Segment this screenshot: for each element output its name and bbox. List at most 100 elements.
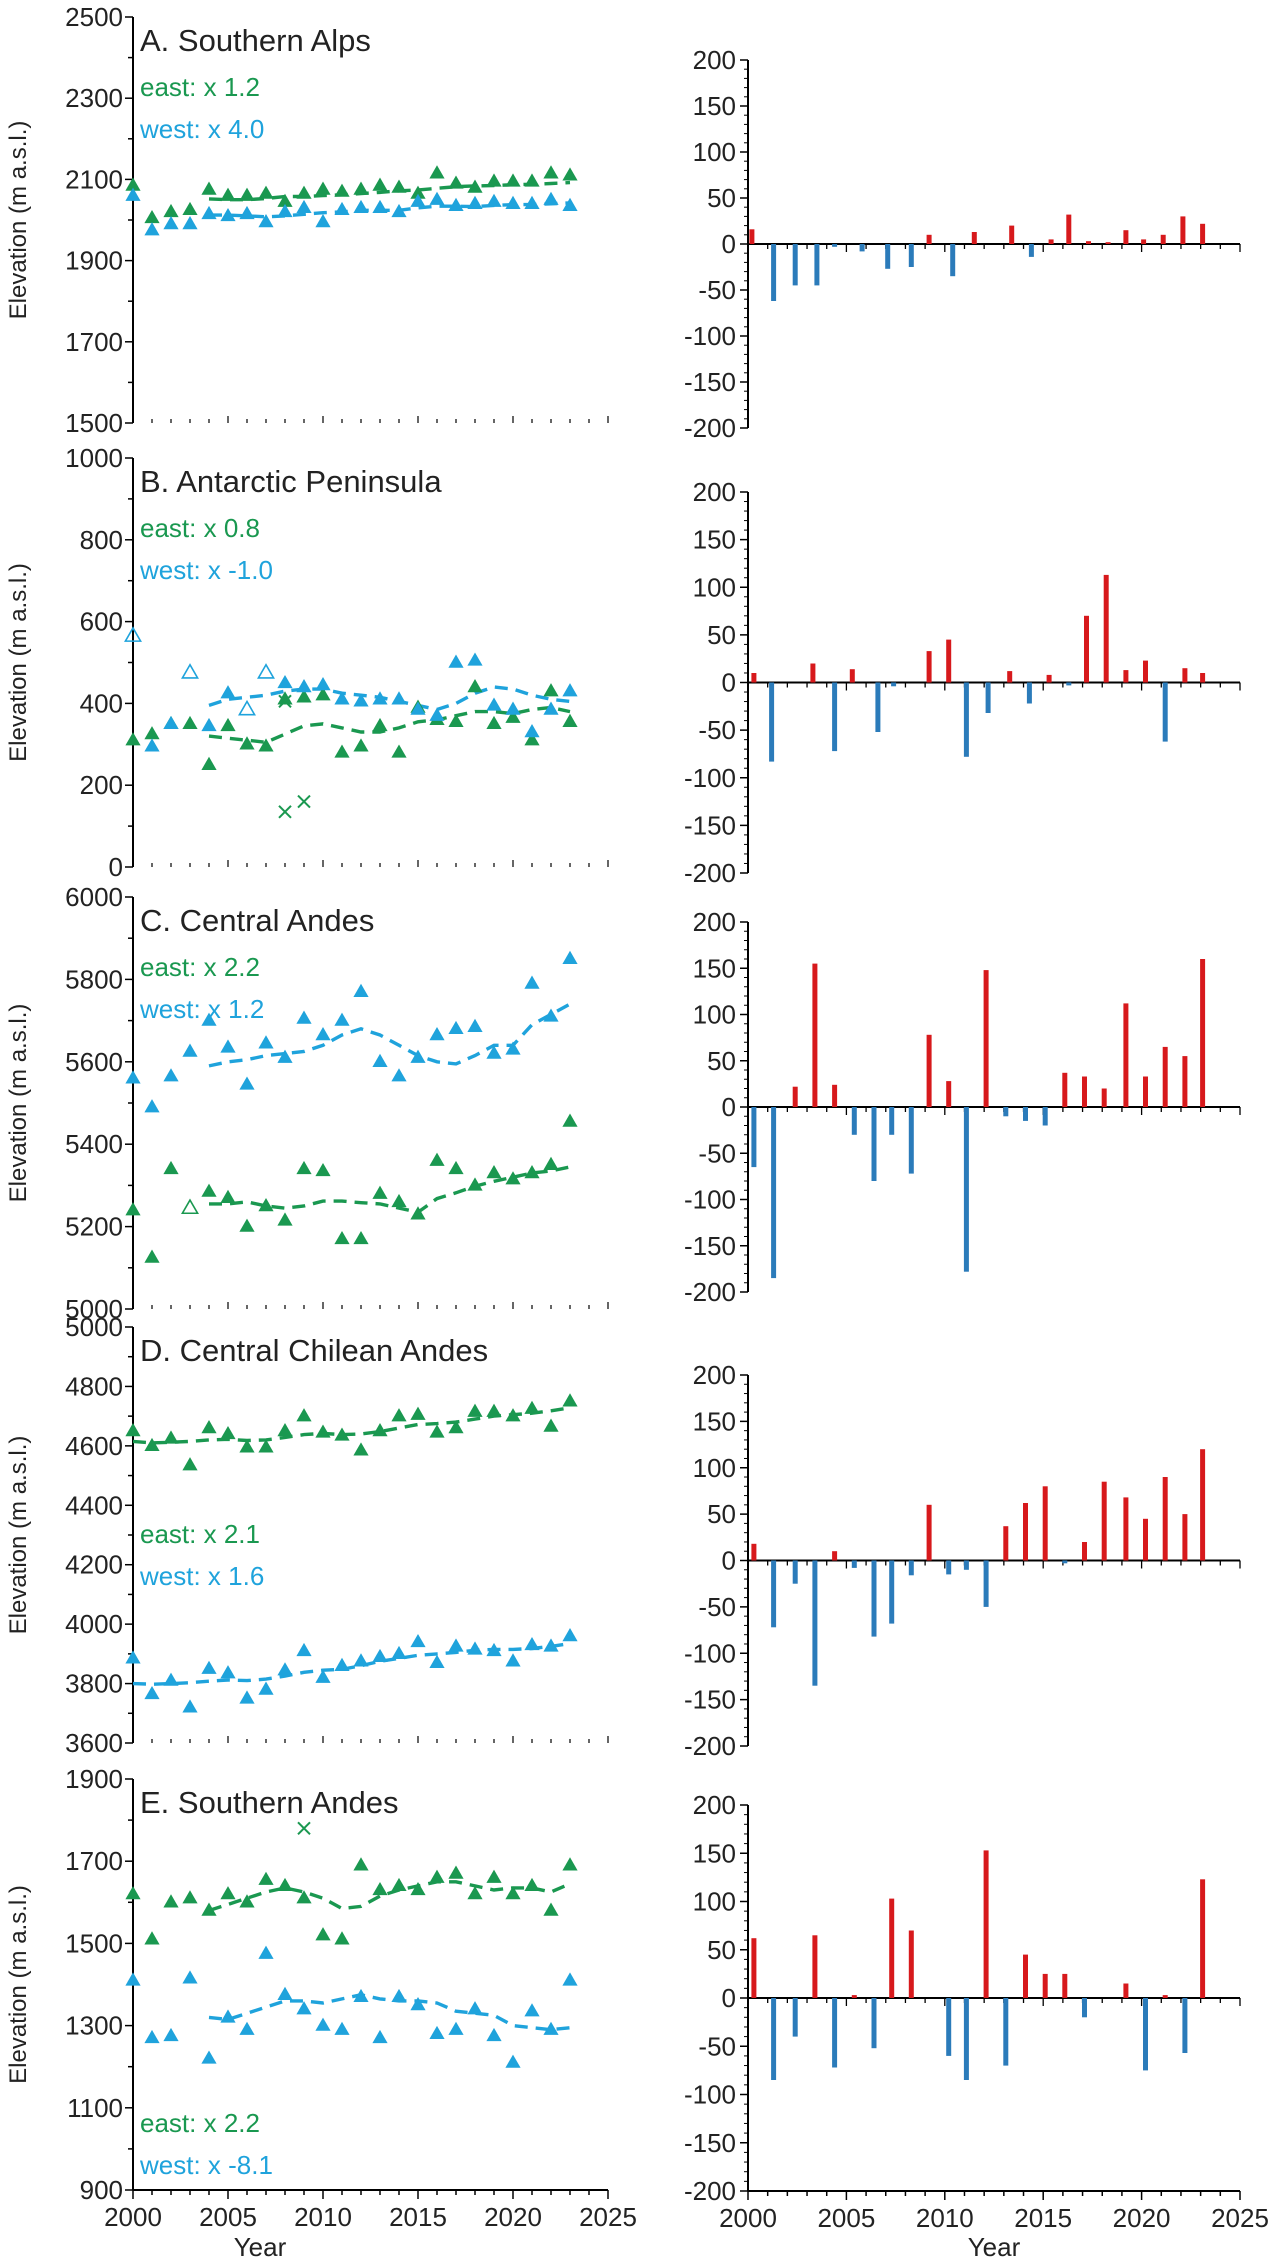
negative-bar xyxy=(963,1998,969,2080)
west-marker xyxy=(372,1648,388,1663)
east-marker xyxy=(315,1927,331,1941)
positive-bar xyxy=(1141,239,1147,244)
east-marker xyxy=(125,1886,141,1900)
west-marker xyxy=(163,216,179,230)
y-tick-label: 1000 xyxy=(65,443,123,473)
east-marker xyxy=(201,1902,217,1916)
east-marker xyxy=(239,736,255,750)
y-tick-label: -200 xyxy=(684,413,736,443)
west-marker xyxy=(353,693,369,707)
west-open-marker xyxy=(257,663,275,679)
west-marker xyxy=(467,1018,483,1032)
west-marker xyxy=(296,199,312,214)
west-marker xyxy=(429,707,445,721)
y-tick-label: 200 xyxy=(693,477,736,507)
y-tick-label: -200 xyxy=(684,1277,736,1307)
east-marker xyxy=(201,1183,217,1197)
east-marker xyxy=(315,687,331,701)
east-marker xyxy=(163,1160,179,1175)
y-tick-label: 4600 xyxy=(65,1431,123,1461)
east-marker xyxy=(524,1877,540,1892)
y-tick-label: 3800 xyxy=(65,1669,123,1699)
east-excluded-marker xyxy=(278,805,292,819)
y-tick-label: 900 xyxy=(80,2175,123,2205)
west-marker xyxy=(486,1045,502,1059)
west-open-marker xyxy=(238,699,256,716)
west-marker xyxy=(562,1972,578,1986)
west-trend-line xyxy=(208,1002,571,1068)
west-marker xyxy=(201,1660,217,1674)
west-marker xyxy=(505,1653,521,1667)
west-marker xyxy=(125,1070,141,1084)
legend-entry-west: west: x 1.2 xyxy=(139,994,264,1024)
y-tick-label: 1900 xyxy=(65,1764,123,1794)
west-marker xyxy=(505,1041,521,1055)
east-marker xyxy=(296,1408,312,1422)
y-tick-label: 5600 xyxy=(65,1047,123,1077)
west-marker xyxy=(315,1027,331,1041)
west-marker xyxy=(448,1638,464,1652)
east-marker xyxy=(448,175,464,189)
east-marker xyxy=(334,183,350,197)
west-marker xyxy=(239,1076,255,1090)
west-marker xyxy=(144,1099,160,1113)
west-marker xyxy=(220,2009,236,2023)
negative-bar xyxy=(908,1107,914,1174)
west-marker xyxy=(391,1645,407,1660)
west-marker xyxy=(144,2029,160,2044)
east-marker xyxy=(562,1113,578,1127)
west-marker xyxy=(334,691,350,705)
negative-bar xyxy=(1143,1998,1148,2071)
y-tick-label: 0 xyxy=(722,668,736,698)
legend-entry-east: east: x 2.2 xyxy=(140,2108,260,2138)
east-excluded-marker xyxy=(278,694,292,709)
east-marker xyxy=(239,1218,255,1232)
y-tick-label: 5000 xyxy=(65,1294,123,1324)
scatter-panel-D: 3600 3800 4000 4200 4400 4600 4800 5000 Elevatio… xyxy=(5,1312,609,1758)
positive-bar xyxy=(812,1935,818,1998)
west-marker xyxy=(353,983,369,997)
east-marker xyxy=(296,1890,312,1904)
positive-bar xyxy=(1023,1954,1028,1998)
y-tick-label: 3600 xyxy=(65,1728,123,1758)
east-marker xyxy=(144,726,160,740)
negative-bar xyxy=(792,1560,798,1584)
positive-bar xyxy=(1200,1449,1206,1561)
y-tick-label: -100 xyxy=(684,763,736,793)
east-marker xyxy=(505,1171,521,1185)
west-marker xyxy=(296,1642,312,1657)
west-marker xyxy=(277,1049,293,1063)
negative-bar xyxy=(889,1107,895,1135)
east-marker xyxy=(562,713,578,728)
east-marker xyxy=(505,709,521,723)
y-tick-label: -100 xyxy=(684,1638,736,1668)
west-marker xyxy=(505,701,521,715)
negative-bar xyxy=(771,1998,777,2080)
negative-bar xyxy=(983,1560,989,1607)
east-marker xyxy=(144,1437,160,1452)
west-marker xyxy=(315,1669,331,1683)
positive-bar xyxy=(926,234,932,244)
scatter-panel-A: 1500 1700 1900 2100 2300 2500 Elevation (m a.s… xyxy=(5,2,609,438)
east-marker xyxy=(125,1423,141,1437)
y-tick-label: -150 xyxy=(684,1231,736,1261)
east-marker xyxy=(524,1400,540,1414)
east-marker xyxy=(562,1857,578,1871)
positive-bar xyxy=(1101,1481,1107,1561)
positive-bar xyxy=(1003,1526,1009,1561)
positive-bar xyxy=(1182,668,1188,683)
east-marker xyxy=(277,193,293,207)
west-marker xyxy=(296,2001,312,2015)
cross-stroke xyxy=(297,1821,311,1836)
positive-bar xyxy=(1143,660,1148,683)
x-tick-label: 2005 xyxy=(199,2202,257,2232)
east-marker xyxy=(239,1894,255,1908)
x-tick-label: 2005 xyxy=(817,2203,875,2233)
west-marker xyxy=(239,1690,255,1704)
east-marker xyxy=(524,173,540,187)
y-tick-label: -200 xyxy=(684,858,736,888)
east-marker xyxy=(391,179,407,193)
legend-entry-west: west: x -1.0 xyxy=(139,555,273,585)
east-marker xyxy=(296,689,312,703)
